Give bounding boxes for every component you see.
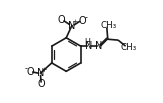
Text: N: N xyxy=(68,21,75,31)
Text: -: - xyxy=(25,64,28,73)
Text: N: N xyxy=(85,41,92,51)
Text: +: + xyxy=(41,67,47,73)
Text: O: O xyxy=(27,67,34,77)
Text: -: - xyxy=(85,13,88,22)
Text: N: N xyxy=(95,41,102,51)
Text: H: H xyxy=(85,38,90,47)
Text: O: O xyxy=(78,16,86,26)
Text: O: O xyxy=(58,15,66,25)
Text: O: O xyxy=(37,79,45,89)
Text: CH₃: CH₃ xyxy=(101,21,117,30)
Text: +: + xyxy=(73,19,78,25)
Text: N: N xyxy=(37,68,44,78)
Text: CH₃: CH₃ xyxy=(121,43,137,52)
